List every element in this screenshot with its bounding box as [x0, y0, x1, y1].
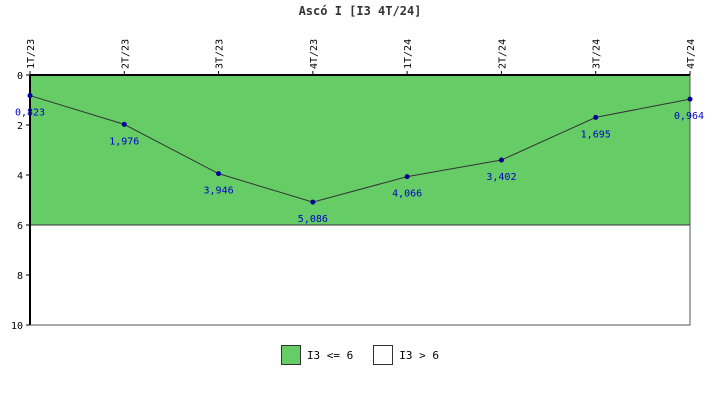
- band-1: [29, 224, 691, 326]
- y-tick-label: 10: [11, 321, 23, 332]
- data-point: [27, 93, 33, 99]
- series-line: [27, 93, 693, 205]
- data-point: [310, 199, 316, 205]
- chart-title: Ascó I [I3 4T/24]: [299, 4, 422, 18]
- y-tick-label: 2: [17, 121, 23, 132]
- data-point: [121, 121, 127, 127]
- data-label: 4,066: [392, 189, 422, 200]
- threshold-bands: [29, 74, 691, 326]
- x-tick-label: 2T/23: [120, 39, 131, 69]
- axes: [26, 71, 691, 326]
- x-tick-label: 3T/23: [215, 39, 226, 69]
- legend: I3 <= 6 I3 > 6: [0, 345, 720, 365]
- y-tick-labels: 0 2 4 6 8 10: [11, 71, 23, 332]
- x-tick-label: 1T/24: [403, 39, 414, 69]
- data-point: [404, 174, 410, 180]
- data-label: 0,823: [15, 108, 45, 119]
- x-tick-label: 2T/24: [497, 39, 508, 69]
- legend-item-within-limit: I3 <= 6: [280, 345, 354, 365]
- x-tick-label: 4T/24: [686, 39, 697, 69]
- data-point: [216, 171, 222, 177]
- x-tick-label: 4T/23: [309, 39, 320, 69]
- legend-label: I3 <= 6: [306, 348, 354, 362]
- data-label: 3,946: [204, 186, 234, 197]
- y-tick-label: 4: [17, 171, 23, 182]
- x-tick-label: 1T/23: [26, 39, 37, 69]
- legend-swatch-green: [280, 345, 301, 365]
- legend-swatch-white: [373, 345, 394, 365]
- data-point: [687, 96, 693, 102]
- x-tick-labels: 1T/23 2T/23 3T/23 4T/23 1T/24 2T/24 3T/24 4T/24: [26, 39, 697, 69]
- data-label: 3,402: [486, 172, 516, 183]
- data-point: [593, 114, 599, 120]
- legend-label: I3 > 6: [399, 348, 440, 362]
- data-label: 5,086: [298, 214, 328, 225]
- y-tick-label: 0: [17, 71, 23, 82]
- series-polyline: [29, 95, 691, 203]
- legend-item-above-limit: I3 > 6: [373, 345, 439, 365]
- x-tick-label: 3T/24: [592, 39, 603, 69]
- band-0: [29, 74, 691, 226]
- data-point: [498, 157, 504, 163]
- data-label: 1,695: [581, 129, 611, 140]
- y-tick-label: 8: [17, 271, 23, 282]
- y-tick-label: 6: [17, 221, 23, 232]
- data-labels: 0,823 1,976 3,946 5,086 4,066 3,402 1,695 0,964: [15, 108, 704, 226]
- data-label: 0,964: [674, 111, 704, 122]
- data-label: 1,976: [109, 136, 139, 147]
